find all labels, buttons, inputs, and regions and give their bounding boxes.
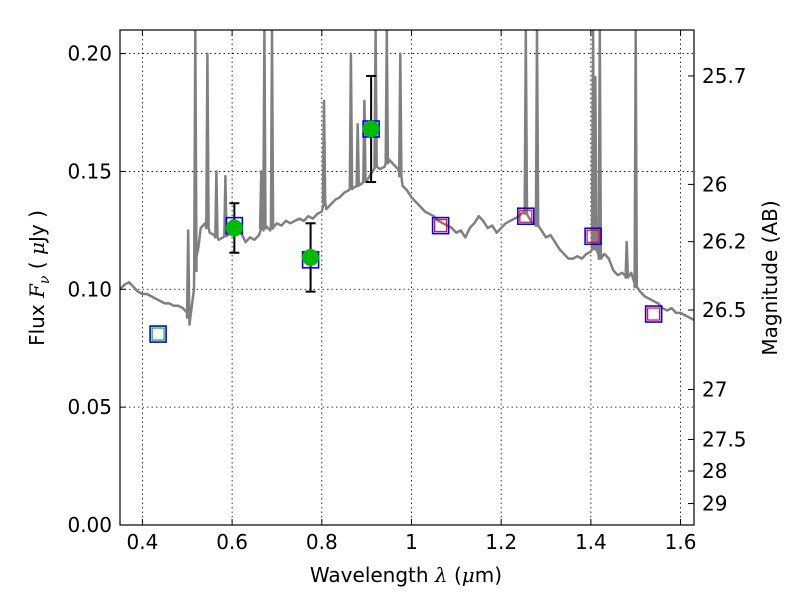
- bandpass-square: [644, 305, 663, 323]
- mag-tick-label: 26: [702, 172, 727, 196]
- y-axis-label: Flux Fν ( μJy ): [25, 210, 53, 346]
- y-tick-label: 0.05: [67, 395, 112, 419]
- mag-tick-label: 29: [702, 492, 727, 516]
- y-tick-label: 0.10: [67, 277, 112, 301]
- mag-tick-label: 27: [702, 377, 727, 401]
- inner-square: [586, 229, 600, 243]
- observed-point: [362, 120, 380, 138]
- y-tick-label: 0.00: [67, 513, 112, 537]
- x-tick-label: 1.4: [575, 530, 607, 554]
- mag-tick-label: 25.7: [702, 64, 747, 88]
- bandpass-square: [584, 227, 602, 246]
- bandpass-square: [517, 207, 535, 226]
- mag-tick-label: 26.5: [702, 298, 747, 322]
- observed-point: [302, 248, 320, 266]
- inner-square: [519, 209, 533, 223]
- inner-square: [151, 327, 165, 341]
- observed-point: [225, 219, 243, 237]
- model-spectrum-line: [120, 30, 694, 326]
- mag-tick-label: 28: [702, 459, 727, 483]
- y2-axis-label: Magnitude (AB): [758, 200, 782, 355]
- x-axis-label: Wavelength λ (μm): [310, 563, 502, 587]
- x-tick-label: 1.6: [665, 530, 697, 554]
- mag-tick-label: 27.5: [702, 427, 747, 451]
- y-tick-label: 0.20: [67, 42, 112, 66]
- bandpass-square: [431, 216, 450, 235]
- mag-tick-label: 26.2: [702, 230, 747, 254]
- data-layer: [120, 30, 694, 343]
- y-tick-label: 0.15: [67, 159, 112, 183]
- x-tick-label: 0.4: [127, 530, 159, 554]
- axis-ticks: 0.4 0.6 0.8 1 1.2 1.4 1.6 0.00 0.05 0.10 0.15 0.20 2…: [67, 30, 747, 554]
- inner-square: [647, 307, 661, 321]
- axis-labels: Wavelength λ (μm) Flux Fν ( μJy ) Magnit…: [25, 200, 782, 587]
- bandpass-square: [149, 325, 167, 343]
- x-tick-label: 0.8: [306, 530, 338, 554]
- plot-frame: [119, 29, 695, 526]
- x-tick-label: 1: [405, 530, 418, 554]
- x-tick-label: 1.2: [485, 530, 517, 554]
- inner-square: [434, 219, 448, 233]
- x-tick-label: 0.6: [216, 530, 248, 554]
